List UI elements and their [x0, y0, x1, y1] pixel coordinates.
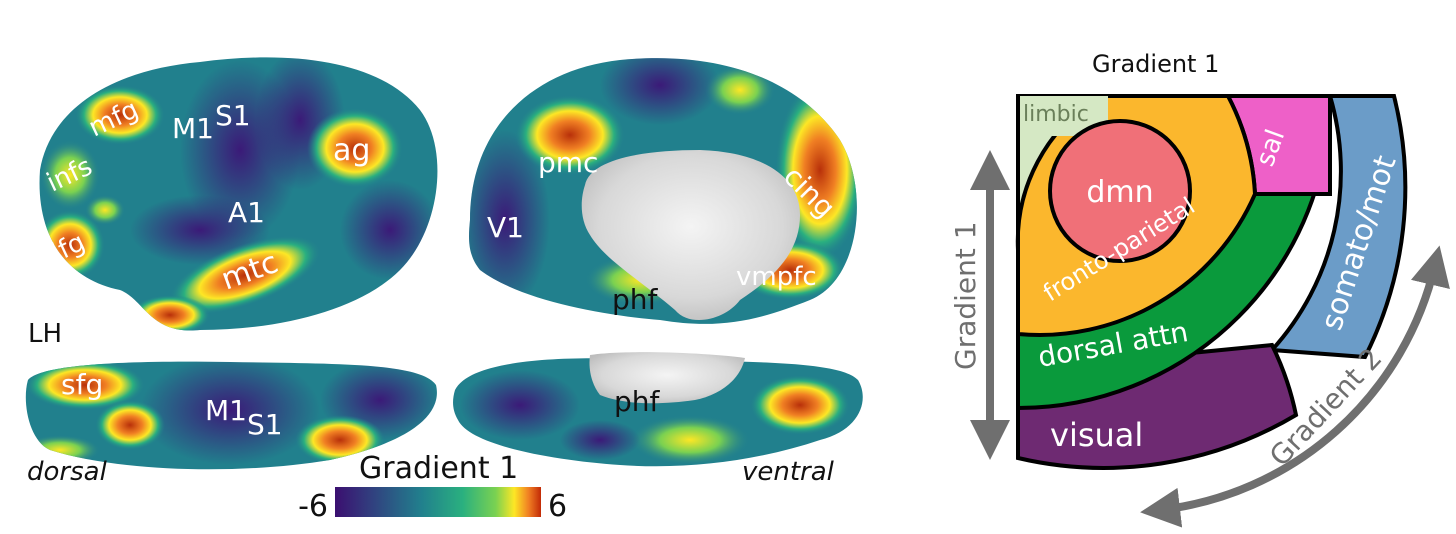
top-gradient-label: Gradient 1: [1092, 50, 1219, 78]
label-ag: ag: [333, 133, 370, 168]
gradient1-axis-label: Gradient 1: [949, 221, 982, 370]
hemisphere-label: LH: [28, 319, 62, 349]
colorbar: [335, 487, 541, 517]
label-v1: V1: [487, 211, 524, 244]
brain-medial-view: [469, 58, 857, 324]
medial-wall: [581, 150, 800, 321]
label-a1: A1: [228, 196, 265, 229]
colorbar-min: -6: [298, 489, 328, 524]
label-dmn: dmn: [1086, 175, 1153, 210]
colorbar-title: Gradient 1: [359, 451, 518, 486]
label-m1-lateral: M1: [172, 112, 214, 145]
brain-ventral-view: [453, 352, 863, 467]
label-s1-dorsal: S1: [247, 408, 283, 441]
view-label-dorsal: dorsal: [27, 457, 108, 487]
label-limbic: limbic: [1023, 102, 1089, 127]
label-s1-lateral: S1: [215, 99, 251, 132]
label-vmpfc: vmpfc: [736, 262, 817, 292]
label-pmc: pmc: [538, 146, 598, 179]
gradient2-arrow: [1140, 245, 1450, 528]
brain-lateral-view: [39, 57, 438, 331]
label-phf-medial: phf: [612, 283, 659, 316]
network-dmn: [1048, 119, 1192, 263]
label-visual: visual: [1050, 416, 1143, 454]
view-label-ventral: ventral: [742, 457, 835, 487]
label-m1-dorsal: M1: [205, 394, 247, 427]
label-phf-ventral: phf: [614, 385, 661, 418]
colorbar-max: 6: [548, 489, 567, 524]
ventral-medial-wall: [589, 352, 745, 404]
label-sfg: sfg: [61, 368, 103, 401]
